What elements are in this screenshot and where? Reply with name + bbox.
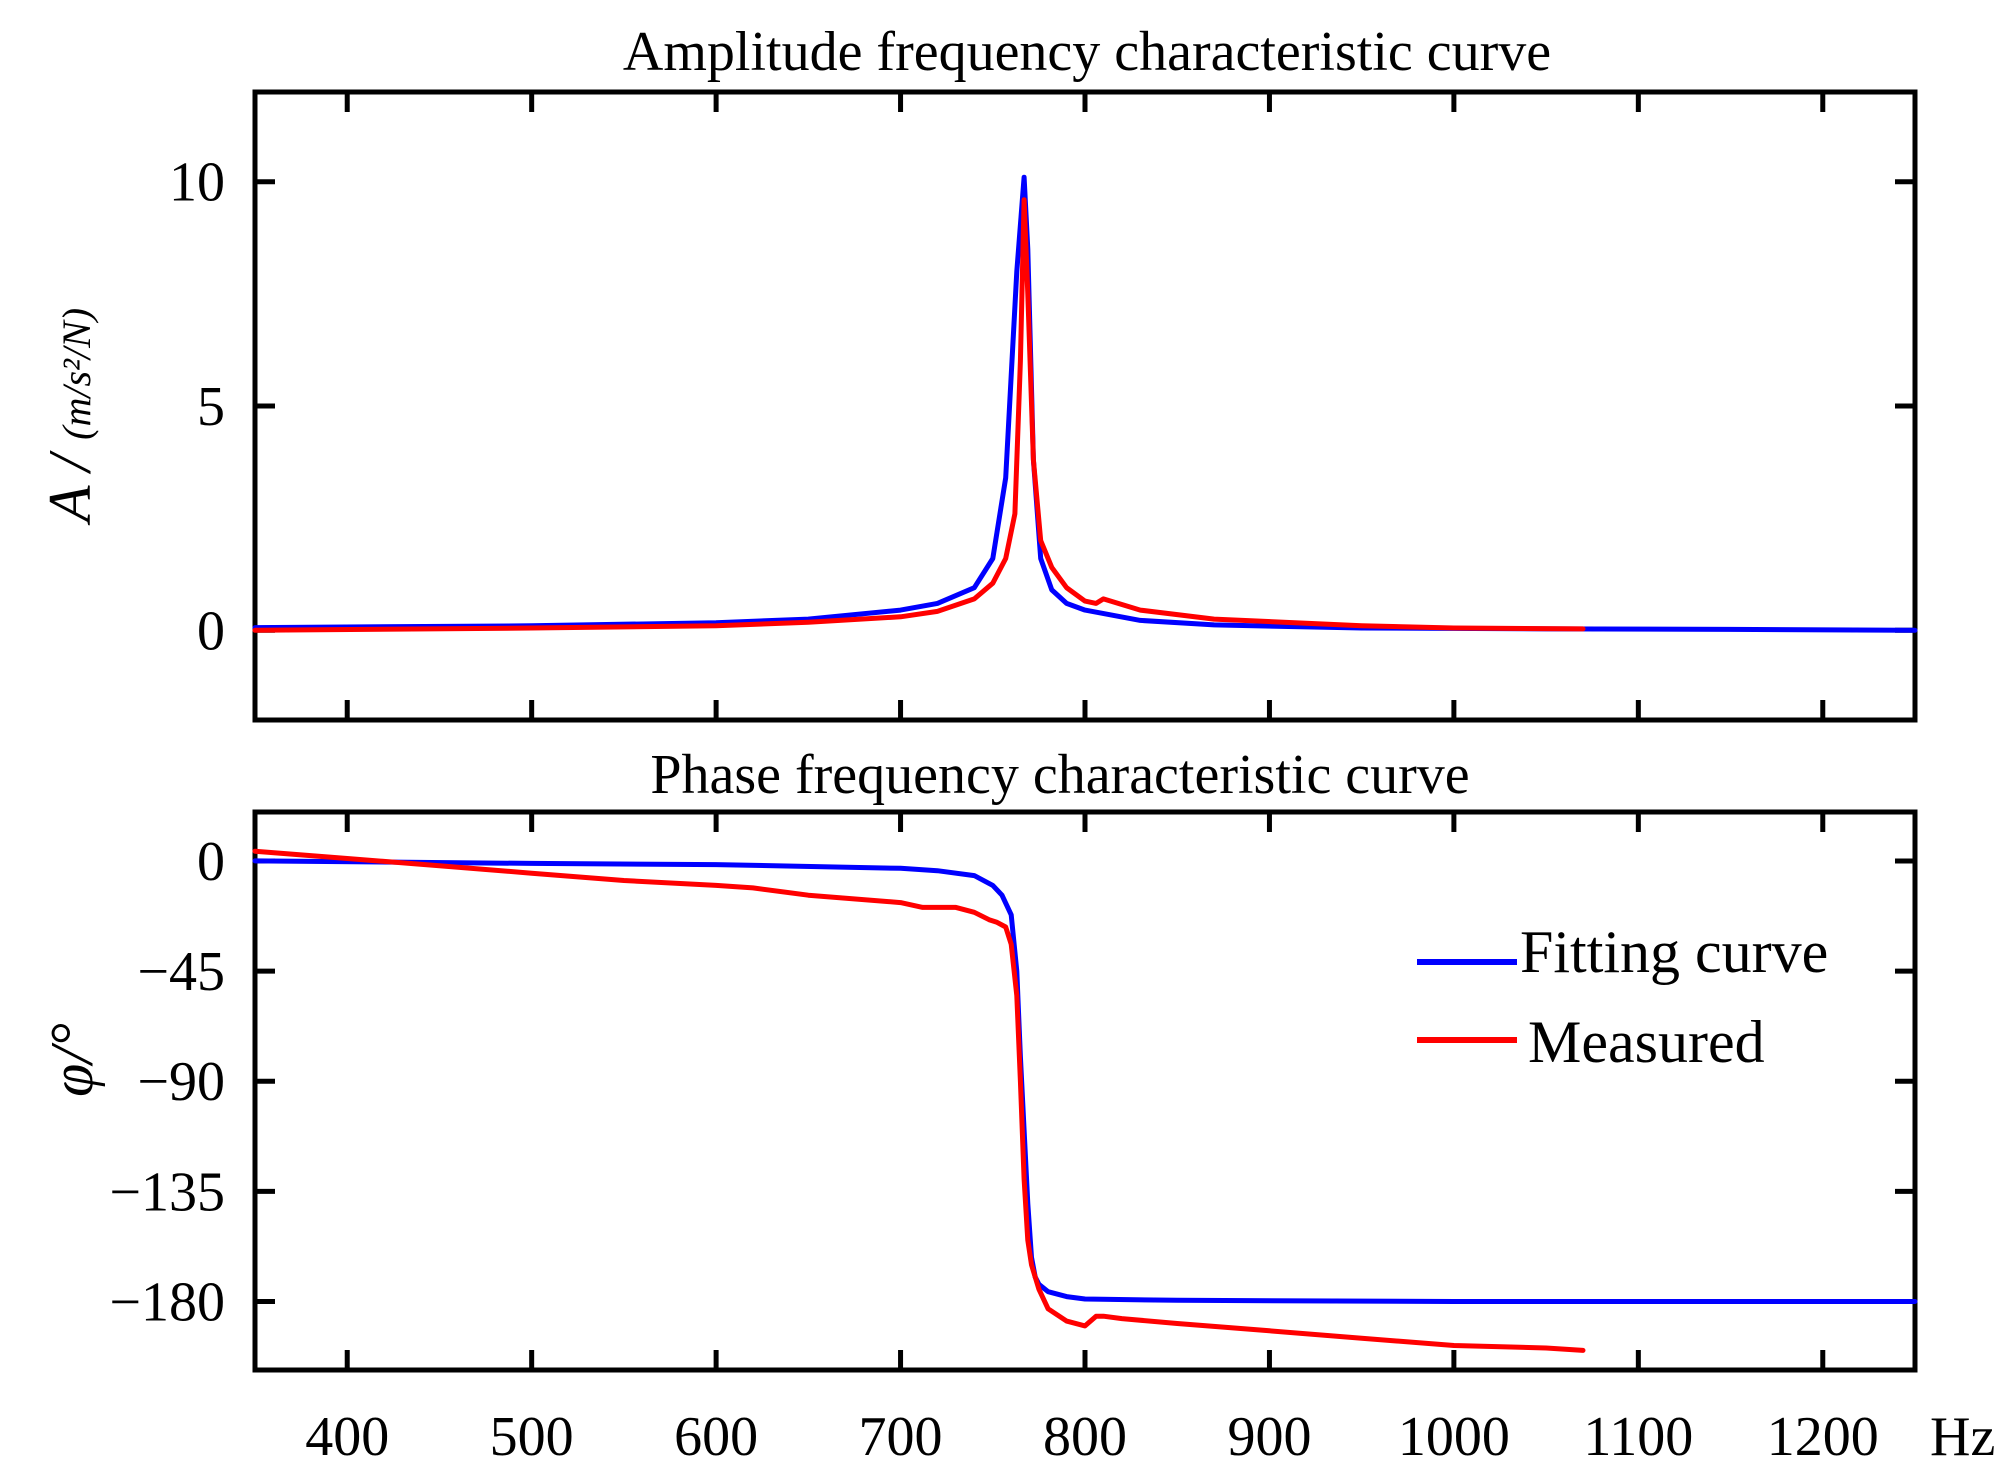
phase-chart-title: Phase frequency characteristic curve — [650, 744, 1469, 806]
amplitude-ytick-labels: 0 5 10 — [169, 152, 225, 663]
phase-ytick-label: −45 — [137, 941, 225, 1003]
phase-ticks — [255, 812, 1915, 1370]
amplitude-ticks — [255, 92, 1915, 720]
amplitude-y-axis-label: A / (m/s²/N) — [37, 308, 103, 526]
phase-ytick-label: 0 — [197, 831, 225, 893]
phase-xtick-label: 500 — [490, 1406, 574, 1468]
phase-xtick-label: 400 — [305, 1406, 389, 1468]
phase-ytick-label: −180 — [109, 1271, 225, 1333]
amplitude-series-fitting-curve — [252, 174, 1918, 633]
phase-xtick-label: 700 — [859, 1406, 943, 1468]
amplitude-ytick-label: 5 — [197, 376, 225, 438]
phase-series — [252, 848, 1918, 1353]
phase-series-measured — [252, 848, 1586, 1353]
phase-ytick-labels: 0 −45 −90 −135 −180 — [109, 831, 225, 1334]
amplitude-chart: Amplitude frequency characteristic curve… — [37, 21, 1918, 723]
phase-xtick-label: 1000 — [1398, 1406, 1510, 1468]
legend-fitting-curve-label: Fitting curve — [1520, 919, 1828, 985]
legend-measured-label: Measured — [1528, 1009, 1765, 1075]
amplitude-y-axis-label-unit: (m/s²/N) — [54, 308, 99, 440]
amplitude-y-axis-label-main: A / — [37, 450, 103, 527]
amplitude-series-measured — [252, 197, 1586, 633]
phase-ytick-label: −135 — [109, 1161, 225, 1223]
phase-xtick-label: 1200 — [1767, 1406, 1879, 1468]
phase-xtick-label: 600 — [674, 1406, 758, 1468]
amplitude-series — [252, 174, 1918, 633]
phase-xtick-label: 800 — [1043, 1406, 1127, 1468]
phase-x-axis-unit-label: Hz — [1930, 1406, 1995, 1468]
phase-plot-frame — [252, 809, 1918, 1373]
phase-xtick-label: 900 — [1227, 1406, 1311, 1468]
amplitude-ytick-label: 0 — [197, 600, 225, 662]
amplitude-chart-title: Amplitude frequency characteristic curve — [623, 21, 1551, 83]
phase-y-axis-label: φ/° — [39, 1023, 105, 1097]
amplitude-ytick-label: 10 — [169, 152, 225, 214]
legend: Fitting curve Measured — [1417, 919, 1828, 1075]
phase-xtick-label: 1100 — [1583, 1406, 1693, 1468]
phase-ytick-label: −90 — [137, 1051, 225, 1113]
phase-xtick-labels: 400 500 600 700 800 900 1000 1100 1200 — [305, 1406, 1879, 1468]
phase-chart: Phase frequency characteristic curve 0 −4… — [39, 744, 1995, 1468]
